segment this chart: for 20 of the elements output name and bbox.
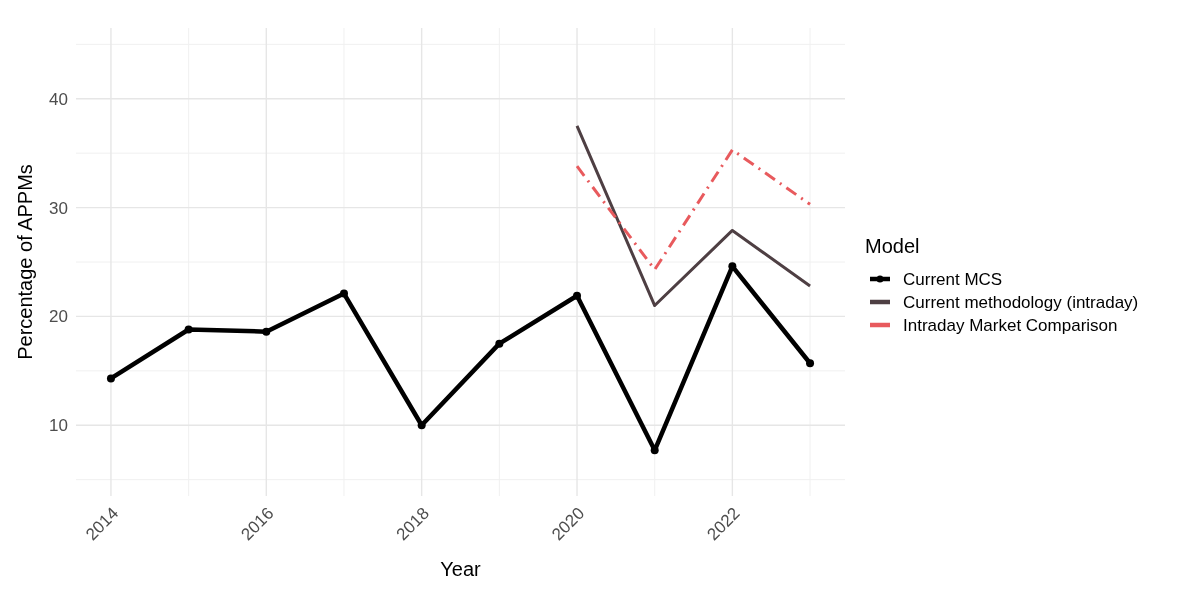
legend-label: Intraday Market Comparison (903, 315, 1118, 335)
legend-label: Current MCS (903, 269, 1003, 289)
y-tick-label: 40 (49, 89, 68, 109)
point (495, 339, 504, 348)
point (573, 291, 582, 300)
x-axis-title: Year (440, 558, 482, 580)
point (184, 325, 193, 334)
point (806, 359, 815, 368)
y-tick-label: 30 (49, 198, 68, 218)
point (106, 374, 115, 383)
legend-title: Model (865, 235, 920, 257)
y-tick-label: 20 (49, 307, 68, 327)
point (262, 327, 271, 336)
y-axis-title: Percentage of APPMs (14, 164, 36, 360)
legend-label: Current methodology (intraday) (903, 292, 1139, 312)
y-tick-label: 10 (49, 416, 68, 436)
point (417, 421, 426, 430)
line-series (575, 148, 812, 272)
point (339, 289, 348, 298)
line-series (575, 124, 812, 308)
